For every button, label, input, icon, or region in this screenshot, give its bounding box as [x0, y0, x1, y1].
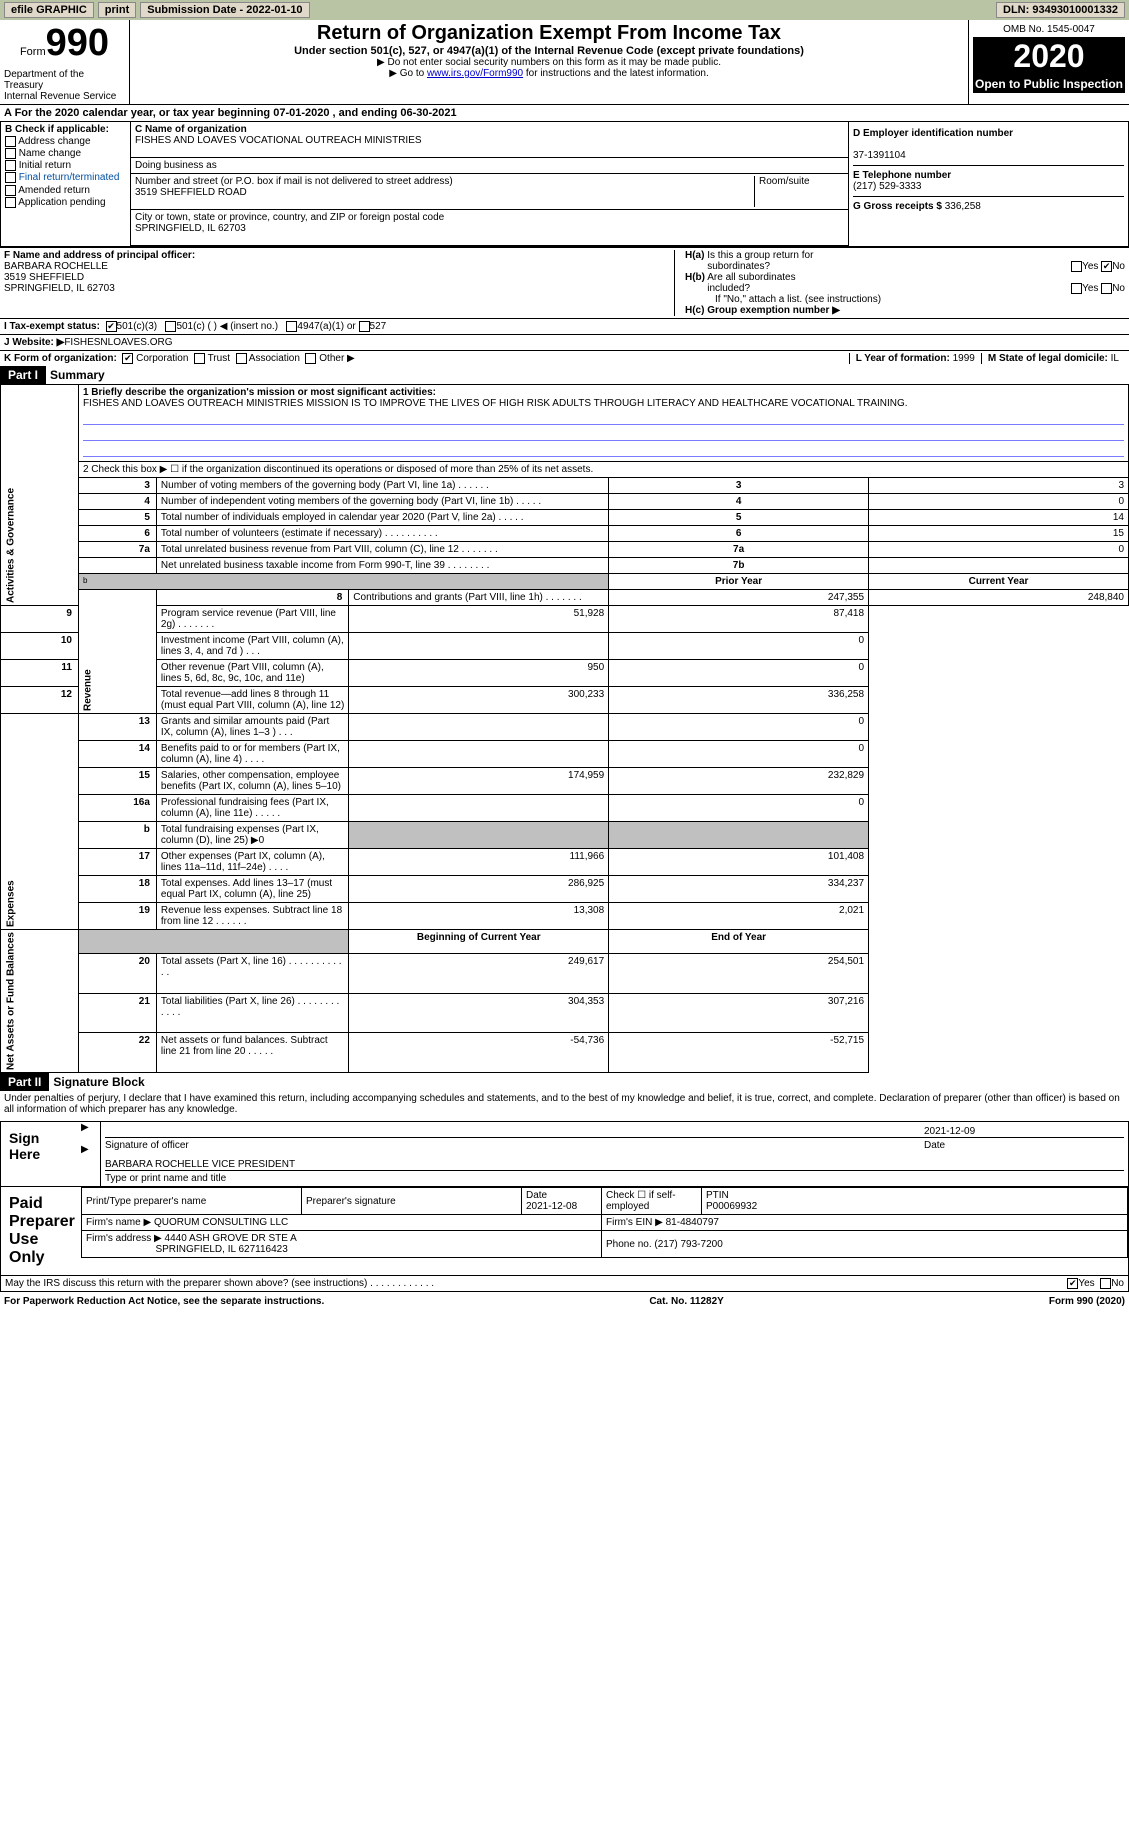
- efile-label: efile GRAPHIC: [4, 2, 94, 18]
- column-d-ein-phone: D Employer identification number37-13911…: [848, 122, 1128, 246]
- org-name: FISHES AND LOAVES VOCATIONAL OUTREACH MI…: [135, 135, 422, 146]
- submission-date: Submission Date - 2022-01-10: [140, 2, 309, 18]
- open-inspection: Open to Public Inspection: [973, 75, 1125, 93]
- discuss-row: May the IRS discuss this return with the…: [1, 1276, 1128, 1291]
- print-button[interactable]: print: [98, 2, 136, 18]
- website-url: FISHESNLOAVES.ORG: [64, 337, 172, 348]
- street-address: 3519 SHEFFIELD ROAD: [135, 187, 247, 198]
- net-assets-label: Net Assets or Fund Balances: [1, 930, 79, 1073]
- governance-label: Activities & Governance: [1, 385, 79, 606]
- form-subtitle: Under section 501(c), 527, or 4947(a)(1)…: [132, 45, 966, 57]
- firm-ein: 81-4840797: [666, 1217, 719, 1228]
- part-1-header: Part I Summary: [0, 366, 1129, 384]
- form-number: Form990: [0, 20, 129, 67]
- tax-status-row: I Tax-exempt status: ✔ 501(c)(3) 501(c) …: [0, 318, 1129, 334]
- ein: 37-1391104: [853, 150, 906, 161]
- mission-text: FISHES AND LOAVES OUTREACH MINISTRIES MI…: [83, 398, 908, 409]
- omb-number: OMB No. 1545-0047: [973, 22, 1125, 38]
- note-link: ▶ Go to www.irs.gov/Form990 for instruct…: [132, 68, 966, 79]
- note-ssn: ▶ Do not enter social security numbers o…: [132, 57, 966, 68]
- signature-block: Sign Here ▶▶ Signature of officer 2021-1…: [0, 1121, 1129, 1292]
- paid-preparer-label: Paid Preparer Use Only: [1, 1187, 81, 1275]
- firm-address: 4440 ASH GROVE DR STE A: [165, 1233, 297, 1244]
- ptin: P00069932: [706, 1201, 757, 1212]
- department-label: Department of the Treasury Internal Reve…: [0, 67, 129, 104]
- sign-here-label: Sign Here: [1, 1122, 81, 1186]
- gross-receipts: 336,258: [945, 201, 981, 212]
- entity-info-grid: B Check if applicable: Address change Na…: [0, 121, 1129, 247]
- penalty-statement: Under penalties of perjury, I declare th…: [0, 1091, 1129, 1117]
- website-row: J Website: ▶ FISHESNLOAVES.ORG: [0, 334, 1129, 350]
- page-footer: For Paperwork Reduction Act Notice, see …: [0, 1292, 1129, 1311]
- column-c-org-info: C Name of organizationFISHES AND LOAVES …: [131, 122, 848, 246]
- expenses-label: Expenses: [1, 714, 79, 930]
- section-a-tax-year: A For the 2020 calendar year, or tax yea…: [0, 105, 1129, 121]
- preparer-table: Print/Type preparer's name Preparer's si…: [81, 1187, 1128, 1258]
- summary-table: Activities & Governance 1 Briefly descri…: [0, 384, 1129, 1073]
- year-block: OMB No. 1545-0047 2020 Open to Public In…: [968, 20, 1129, 104]
- officer-group-row: F Name and address of principal officer:…: [0, 247, 1129, 318]
- city-state-zip: SPRINGFIELD, IL 62703: [135, 223, 246, 234]
- phone: (217) 529-3333: [853, 181, 921, 192]
- irs-link[interactable]: www.irs.gov/Form990: [427, 68, 523, 79]
- revenue-label: Revenue: [78, 590, 156, 714]
- form-org-row: K Form of organization: ✔ Corporation Tr…: [0, 350, 1129, 366]
- top-toolbar: efile GRAPHIC print Submission Date - 20…: [0, 0, 1129, 20]
- form-title: Return of Organization Exempt From Incom…: [132, 22, 966, 45]
- tax-year: 2020: [973, 38, 1125, 75]
- form-title-block: Return of Organization Exempt From Incom…: [130, 20, 968, 104]
- part-2-header: Part II Signature Block: [0, 1073, 1129, 1091]
- column-b-checkboxes: B Check if applicable: Address change Na…: [1, 122, 131, 246]
- principal-officer: BARBARA ROCHELLE 3519 SHEFFIELD SPRINGFI…: [4, 261, 115, 294]
- form-header: Form990 Department of the Treasury Inter…: [0, 20, 1129, 105]
- firm-phone: (217) 793-7200: [654, 1239, 722, 1250]
- officer-name-title: BARBARA ROCHELLE VICE PRESIDENT: [105, 1159, 1124, 1171]
- dln-label: DLN: 93493010001332: [996, 2, 1125, 18]
- firm-name: QUORUM CONSULTING LLC: [154, 1217, 288, 1228]
